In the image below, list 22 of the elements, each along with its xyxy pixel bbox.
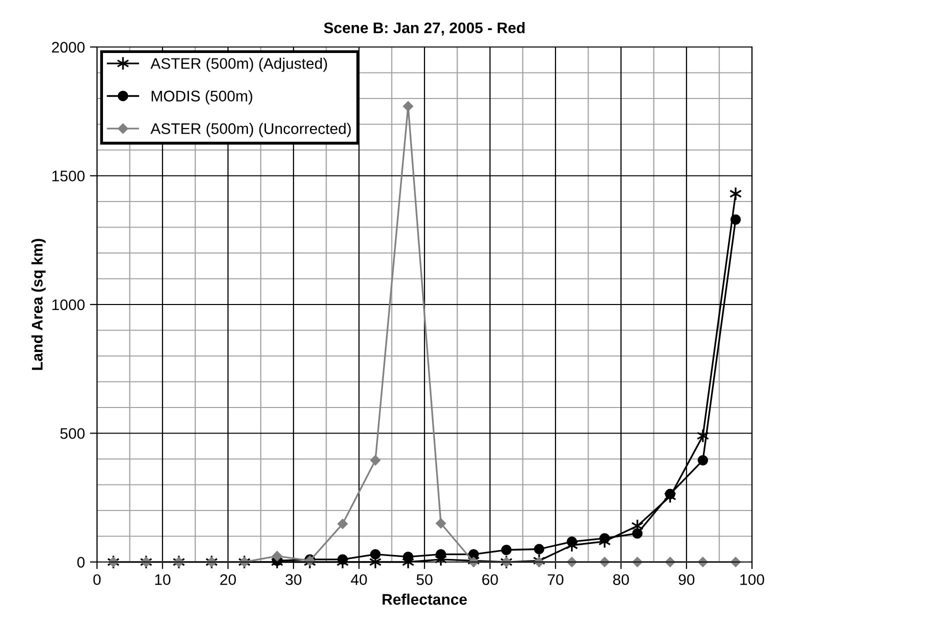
- x-tick-label: 10: [155, 574, 170, 586]
- y-tick-label: 2000: [52, 42, 85, 53]
- y-tick-label: 0: [77, 556, 85, 568]
- x-tick-label: 80: [613, 574, 629, 586]
- chart-title: Scene B: Jan 27, 2005 - Red: [324, 22, 525, 36]
- y-tick-label: 1500: [52, 170, 85, 182]
- legend-label: ASTER (500m) (Uncorrected): [150, 122, 351, 138]
- x-tick-label: 70: [548, 574, 564, 586]
- y-tick-label: 1000: [52, 299, 85, 310]
- y-axis-title: Land Area (sq km): [31, 238, 46, 370]
- x-tick-label: 20: [220, 574, 236, 586]
- x-tick-label: 50: [416, 574, 432, 586]
- x-tick-label: 40: [350, 574, 367, 586]
- x-tick-label: 30: [286, 574, 302, 586]
- y-tick-label: 500: [60, 428, 85, 439]
- x-axis-title: Reflectance: [382, 594, 467, 605]
- x-tick-label: 90: [678, 574, 694, 586]
- x-tick-label: 60: [482, 574, 498, 586]
- x-tick-label: 0: [93, 574, 101, 586]
- legend-label: MODIS (500m): [152, 90, 252, 105]
- legend-label: ASTER (500m) (Adjusted): [150, 58, 327, 72]
- x-tick-label: 100: [740, 574, 764, 586]
